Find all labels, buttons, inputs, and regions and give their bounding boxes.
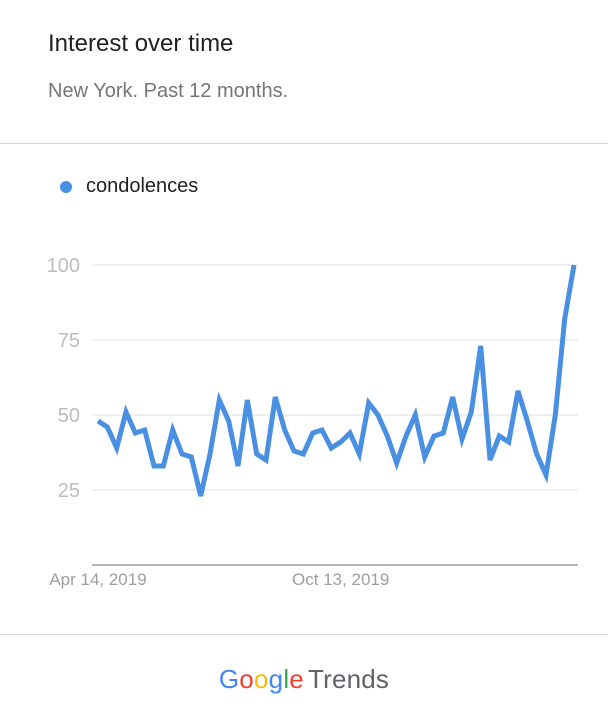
- chart-title: Interest over time: [48, 30, 234, 57]
- logo-letter: g: [268, 664, 284, 694]
- logo-letter: o: [253, 664, 269, 694]
- y-tick-label: 25: [58, 480, 80, 502]
- x-tick-label: Apr 14, 2019: [49, 570, 146, 589]
- legend-dot-icon: [60, 180, 72, 193]
- logo-letter: l: [283, 664, 290, 694]
- x-tick-label: Oct 13, 2019: [292, 570, 389, 589]
- google-logo: Google: [219, 664, 304, 694]
- trends-label: Trends: [307, 664, 390, 694]
- chart-subtitle: New York. Past 12 months.: [48, 80, 289, 102]
- y-tick-label: 50: [58, 405, 80, 427]
- google-trends-logo: Google Trends: [0, 664, 608, 695]
- legend-label: condolences: [86, 175, 199, 197]
- logo-letter: G: [218, 664, 240, 694]
- line-chart: 25 50 75 100 Apr 14, 2019 Oct 13, 2019: [47, 255, 578, 589]
- y-tick-label: 100: [47, 255, 80, 277]
- header-divider: [0, 143, 608, 144]
- y-tick-label: 75: [58, 330, 80, 352]
- chart-legend: condolences: [60, 175, 198, 198]
- logo-letter: e: [289, 664, 304, 694]
- footer-divider: [0, 634, 608, 635]
- series-line-condolences: [96, 264, 577, 497]
- logo-letter: o: [239, 664, 254, 694]
